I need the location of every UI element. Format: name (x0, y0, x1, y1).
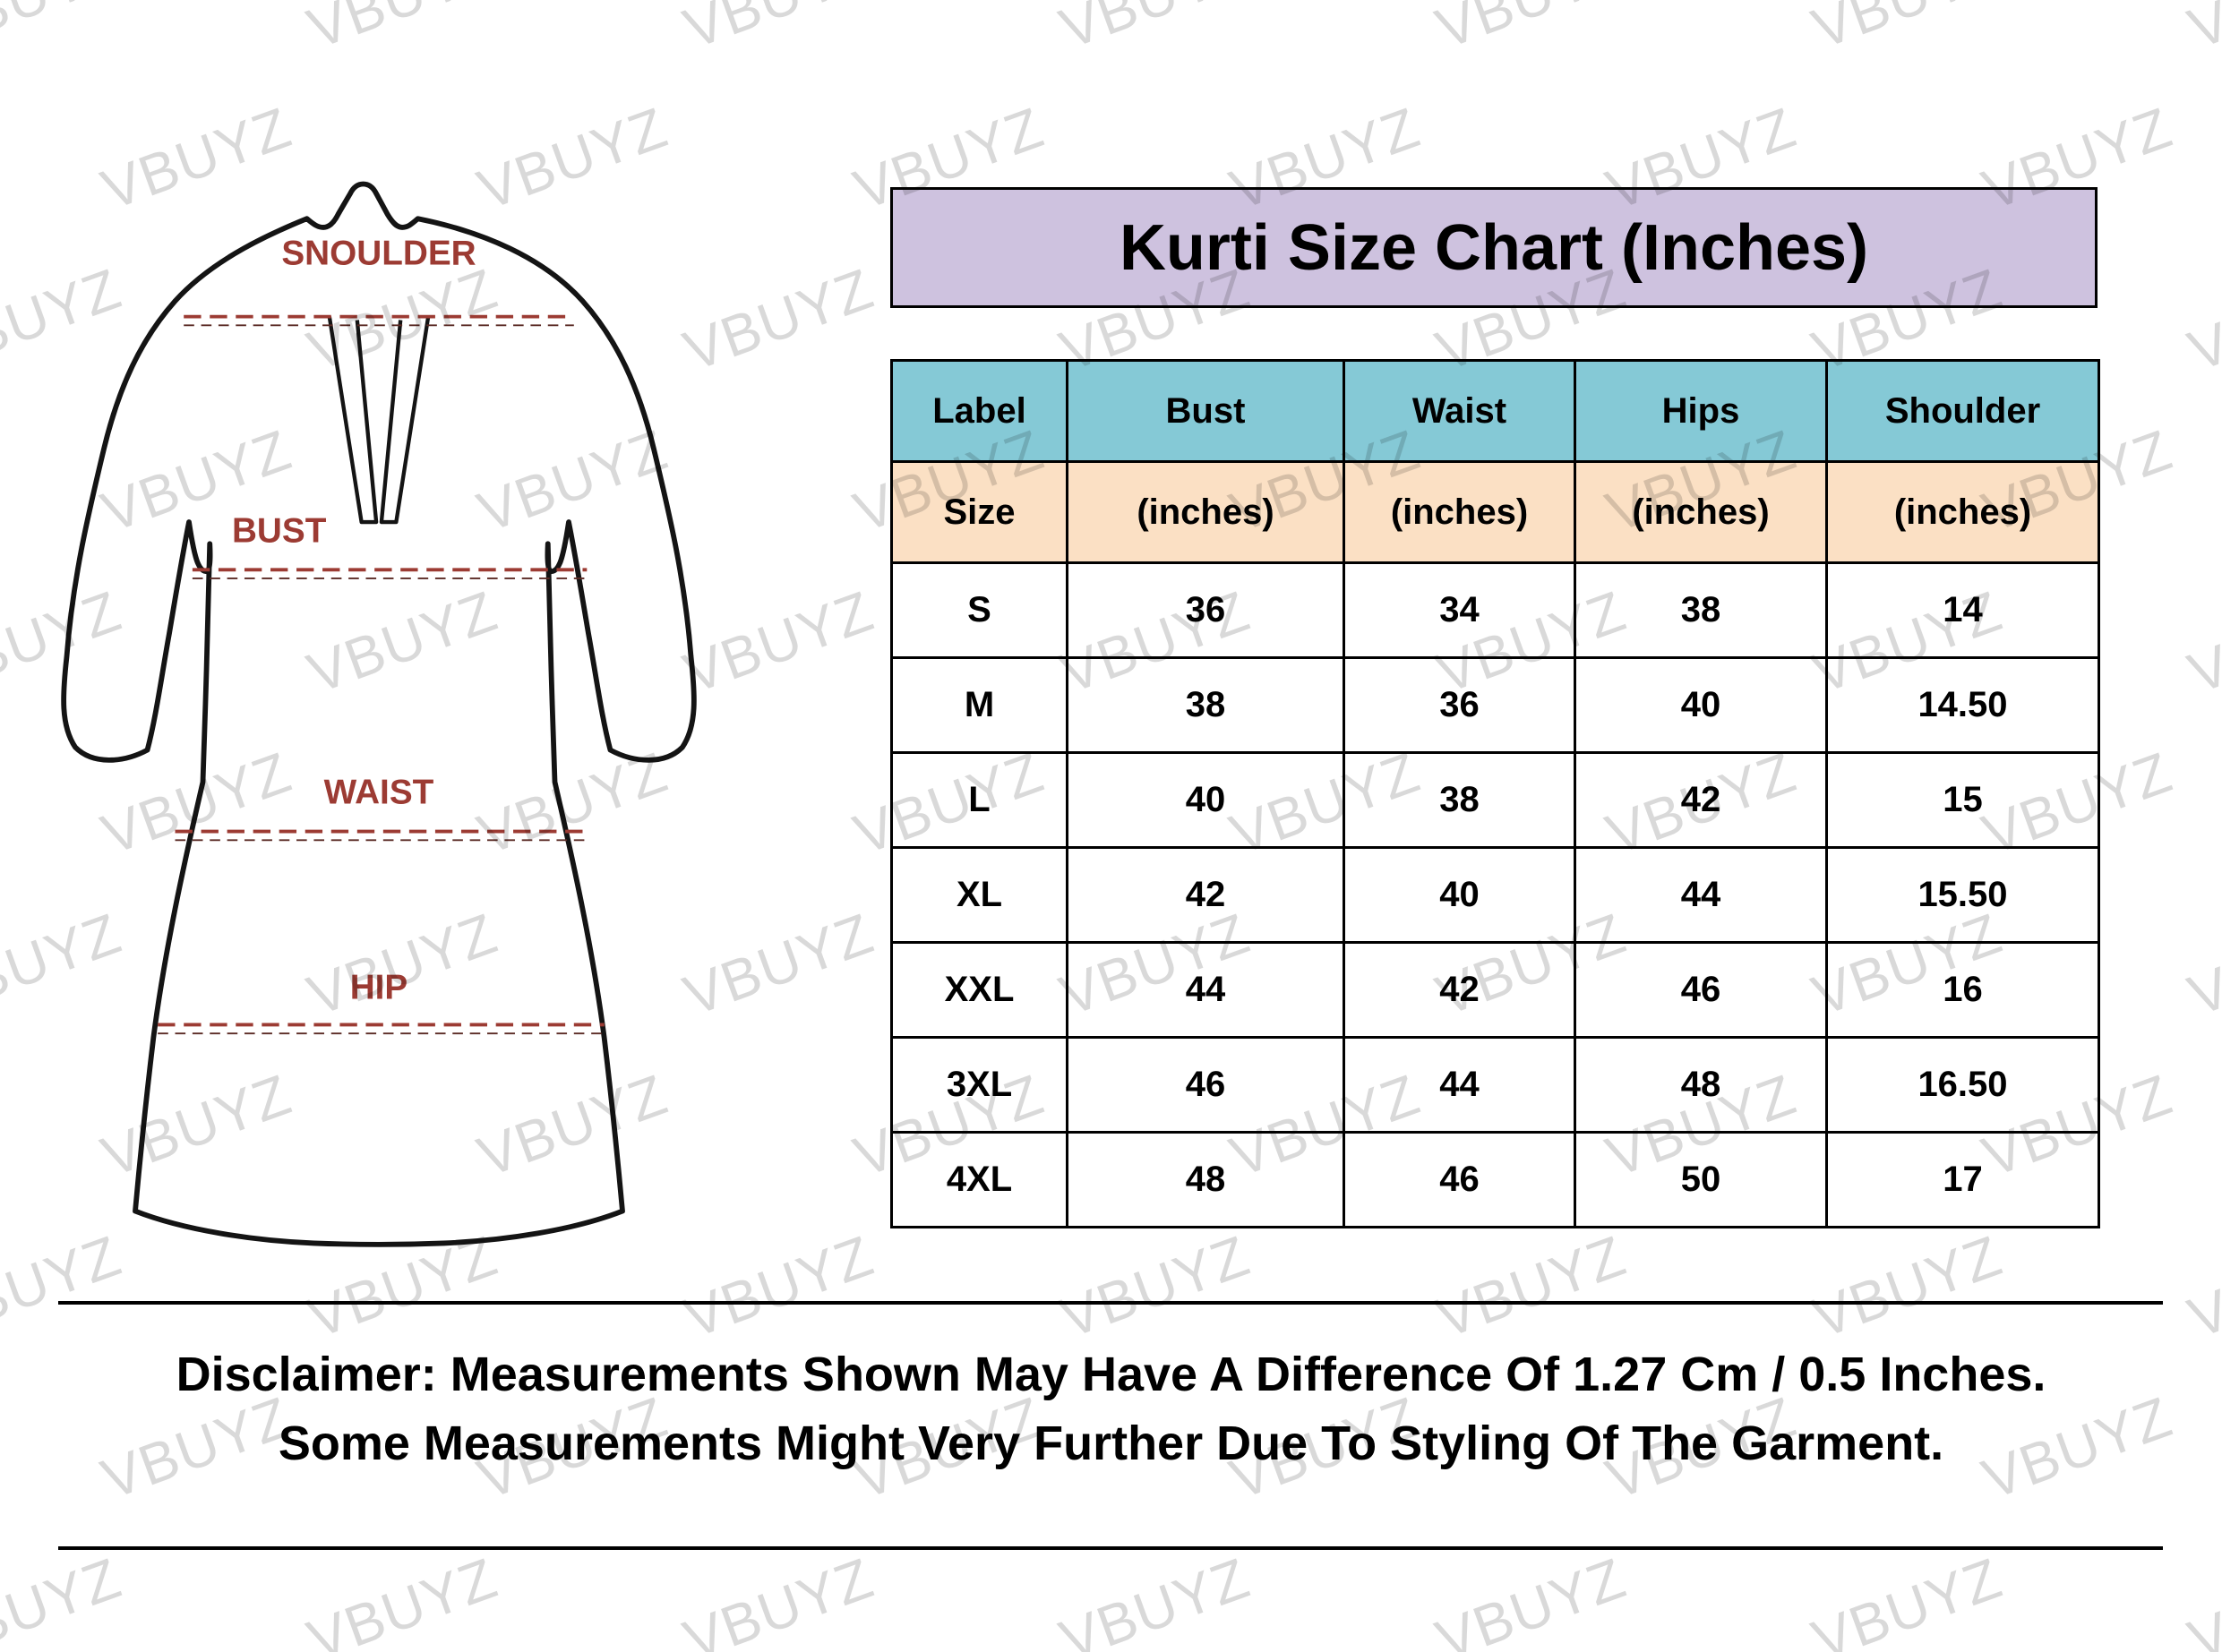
svg-text:SNOULDER: SNOULDER (281, 235, 476, 273)
svg-text:BUST: BUST (232, 511, 327, 550)
svg-text:HIP: HIP (350, 968, 408, 1006)
svg-text:WAIST: WAIST (324, 774, 434, 812)
